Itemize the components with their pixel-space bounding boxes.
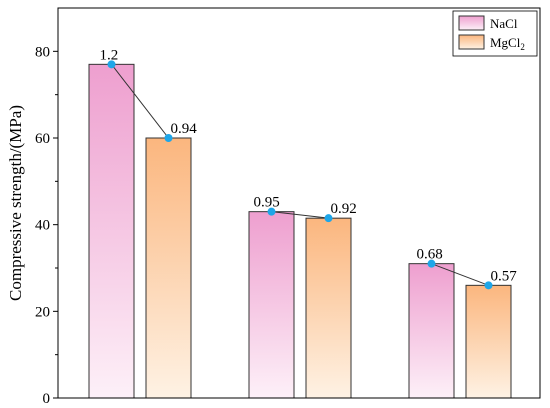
plot-frame xyxy=(57,7,541,399)
point-marker-1-2 xyxy=(164,134,173,142)
y-tick-label: 80 xyxy=(35,44,50,60)
bar-mgcl-3 xyxy=(465,284,512,399)
legend-swatch-mgcl xyxy=(458,34,485,50)
bar-nacl-2 xyxy=(248,211,295,399)
bar-nacl-1 xyxy=(88,63,135,399)
y-tick-label: 60 xyxy=(35,131,50,147)
y-tick-label: 20 xyxy=(35,304,50,320)
connector-line-3 xyxy=(431,263,489,286)
data-label-3-1: 0.68 xyxy=(417,247,443,263)
data-label-1-2: 0.94 xyxy=(171,121,198,137)
data-label-2-1: 0.95 xyxy=(254,195,280,211)
data-label-2-2: 0.92 xyxy=(331,201,357,217)
connector-line-2 xyxy=(271,211,329,219)
point-marker-2-2 xyxy=(324,214,333,223)
y-tick-label: 40 xyxy=(35,218,50,234)
bar-nacl-3 xyxy=(408,263,455,399)
data-label-3-2: 0.57 xyxy=(491,268,518,284)
legend-label-mgcl: MgCl2 xyxy=(490,35,525,52)
legend-label-nacl: NaCl xyxy=(490,16,518,31)
y-axis-title: Compressive strength/(MPa) xyxy=(6,105,25,301)
point-marker-1-1 xyxy=(107,60,116,69)
connector-line-1 xyxy=(111,64,169,139)
bar-mgcl-2 xyxy=(305,217,352,399)
y-tick-label: 0 xyxy=(43,391,51,407)
legend-swatch-nacl xyxy=(458,15,485,31)
point-marker-2-1 xyxy=(267,207,276,216)
point-marker-3-1 xyxy=(427,259,436,268)
data-label-1-1: 1.2 xyxy=(100,47,119,63)
bar-mgcl-1 xyxy=(145,137,192,399)
point-marker-3-2 xyxy=(484,281,493,290)
